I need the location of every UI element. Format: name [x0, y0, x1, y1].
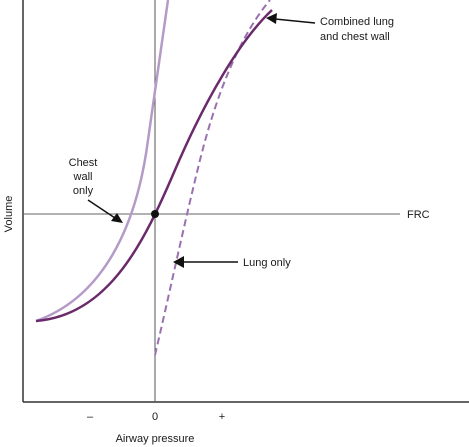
chest-wall-label-line3: only: [73, 185, 94, 197]
lung-only-label: Lung only: [243, 257, 291, 269]
tick-zero: 0: [152, 411, 158, 423]
y-axis-label: Volume: [3, 196, 15, 233]
combined-arrowhead: [266, 13, 277, 24]
chest-wall-label-line2: wall: [73, 171, 93, 183]
combined-arrow: [274, 18, 316, 24]
lung-only-curve: [154, 0, 271, 356]
x-axis-label: Airway pressure: [116, 433, 195, 445]
chest-wall-arrowhead: [111, 213, 123, 223]
combined-label-line1: Combined lung: [320, 16, 394, 28]
combined-curve: [35, 9, 273, 323]
lung-only-arrowhead: [173, 256, 184, 268]
tick-plus: +: [219, 411, 225, 423]
frc-label: FRC: [407, 209, 430, 221]
chest-wall-curve: [35, 0, 170, 323]
frc-point: [151, 210, 159, 218]
combined-label-line2: and chest wall: [320, 31, 390, 43]
tick-minus: –: [87, 411, 94, 423]
chest-wall-label-line1: Chest: [69, 157, 98, 169]
chest-wall-arrow: [87, 199, 116, 219]
